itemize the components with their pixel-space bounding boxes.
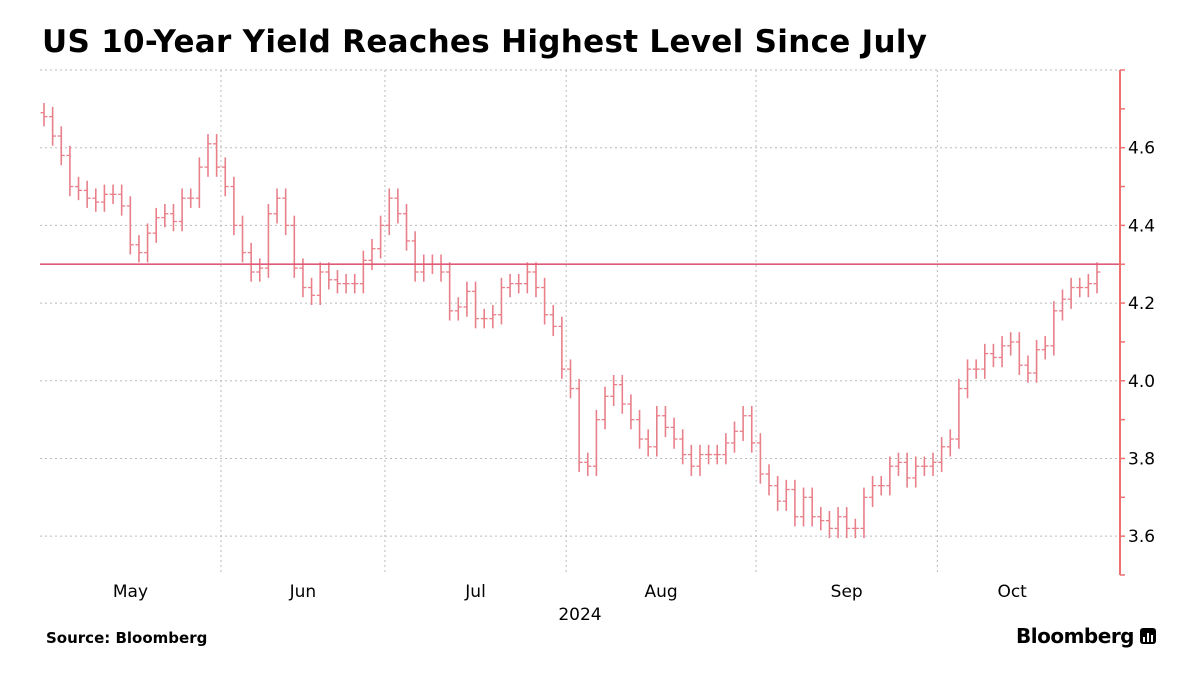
y-tick-label: 3.6 (1128, 527, 1155, 547)
y-tick-label: 3.8 (1128, 449, 1155, 469)
x-axis: May Jun Jul Aug Sep Oct (113, 582, 1027, 602)
chart-title: US 10-Year Yield Reaches Highest Level S… (42, 24, 928, 60)
y-tick-label: 4.2 (1128, 294, 1155, 314)
y-tick-label: 4.0 (1128, 372, 1155, 392)
x-tick-label: Aug (645, 582, 678, 602)
x-axis-year-label: 2024 (558, 605, 601, 625)
y-axis: 3.6 3.8 4.0 4.2 4.4 4.6 (1119, 69, 1155, 576)
x-tick-label: Jun (289, 582, 317, 602)
chart-bars-icon (1140, 628, 1156, 644)
bloomberg-logo: Bloomberg (1016, 624, 1156, 648)
x-tick-label: May (113, 582, 148, 602)
x-tick-label: Jul (464, 582, 486, 602)
brand-name: Bloomberg (1016, 624, 1134, 648)
y-tick-label: 4.4 (1128, 216, 1155, 236)
source-note: Source: Bloomberg (46, 629, 208, 647)
y-tick-label: 4.6 (1128, 139, 1155, 159)
grid (40, 69, 1120, 575)
x-tick-label: Oct (997, 582, 1027, 602)
x-tick-label: Sep (831, 582, 863, 602)
bars (40, 103, 1101, 539)
